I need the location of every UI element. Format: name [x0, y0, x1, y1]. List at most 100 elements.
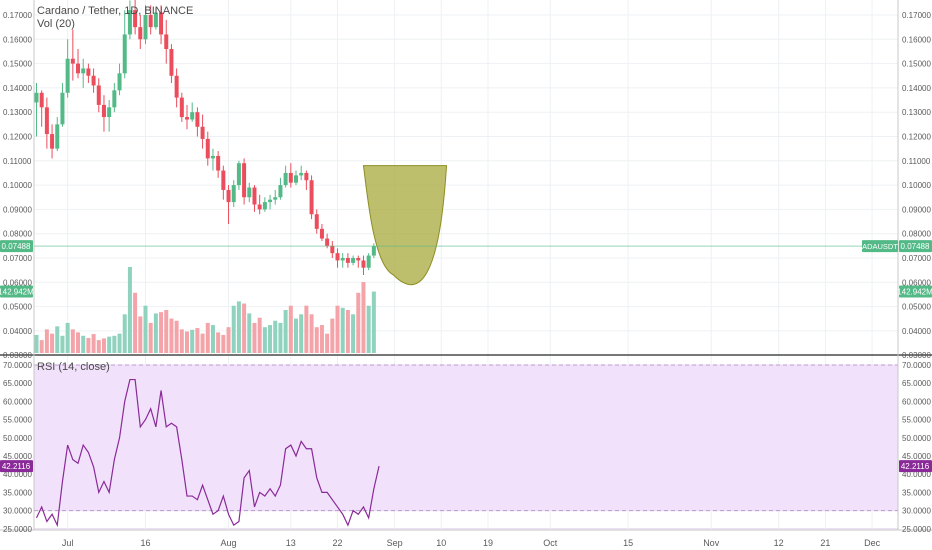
volume-bar: [319, 325, 324, 353]
rsi-axis-label-right: 55.0000: [902, 416, 931, 425]
svg-text:142.942M: 142.942M: [0, 288, 34, 297]
rsi-axis-label-right: 30.0000: [902, 507, 931, 516]
symbol-tag: ADAUSDT: [862, 240, 898, 253]
volume-bar: [81, 335, 86, 353]
candle-body: [319, 228, 324, 239]
volume-bar: [221, 334, 226, 353]
price-axis-label-left: 0.09000: [3, 205, 32, 214]
rsi-indicator-label[interactable]: RSI (14, close): [37, 361, 110, 373]
volume-bar: [205, 322, 210, 353]
axis-labels: 0.17000 0.17000 0.16000 0.16000 0.15000 0.150…: [3, 11, 931, 548]
candle-body: [361, 260, 366, 268]
candle-body: [314, 214, 319, 229]
volume-bar: [117, 333, 122, 353]
volume-indicator-label[interactable]: Vol (20): [37, 18, 75, 30]
volume-bar: [133, 292, 138, 353]
volume-bar: [76, 332, 81, 353]
time-axis-label: Jul: [62, 538, 74, 548]
time-axis-label: 21: [820, 538, 830, 548]
rsi-axis-label-left: 30.0000: [3, 507, 32, 516]
candle-body: [55, 124, 60, 149]
candle-body: [101, 104, 106, 118]
volume-bar: [39, 340, 44, 353]
last-price-tag-left: 0.07488: [0, 240, 33, 253]
volume-bar: [101, 338, 106, 353]
candle-body: [299, 172, 304, 176]
time-axis-label: 12: [774, 538, 784, 548]
volume-bar: [153, 313, 158, 353]
volume-bar: [86, 337, 91, 353]
time-axis-label: 16: [140, 538, 150, 548]
candle-body: [340, 258, 345, 261]
candle-body: [148, 15, 153, 28]
candle-body: [185, 117, 190, 120]
candle-body: [252, 187, 257, 205]
candle-body: [273, 197, 278, 200]
volume-bars: [34, 267, 376, 353]
volume-bar: [345, 310, 350, 353]
rsi-axis-label-right: 25.0000: [902, 525, 931, 534]
candle-body: [117, 73, 122, 91]
price-axis-label-right: 0.17000: [902, 11, 931, 20]
candle-body: [325, 238, 330, 246]
rsi-axis-label-left: 40.0000: [3, 470, 32, 479]
price-axis-label-left: 0.13000: [3, 108, 32, 117]
volume-tag-left: 142.942M: [0, 285, 34, 298]
price-axis-label-right: 0.16000: [902, 35, 931, 44]
candle-body: [236, 163, 241, 186]
candle-body: [112, 90, 117, 108]
candle-body: [34, 92, 39, 103]
rsi-axis-label-left: 25.0000: [3, 525, 32, 534]
volume-tag-right: 142.942M: [897, 285, 932, 298]
volume-bar: [60, 335, 65, 353]
volume-bar: [242, 303, 247, 353]
last-price-tag-right: 0.07488: [899, 240, 932, 253]
candle-body: [309, 180, 314, 215]
volume-bar: [314, 327, 319, 353]
candle-body: [86, 68, 91, 76]
candle-body: [226, 189, 231, 203]
volume-bar: [107, 336, 112, 353]
volume-bar: [65, 322, 70, 353]
candle-body: [190, 112, 195, 120]
price-axis-label-left: 0.04000: [3, 327, 32, 336]
volume-bar: [138, 316, 143, 353]
rsi-line: [35, 378, 380, 528]
time-axis-label: 22: [333, 538, 343, 548]
price-axis-label-right: 0.03000: [902, 351, 931, 360]
candle-body: [44, 107, 49, 135]
price-axis-label-right: 0.14000: [902, 84, 931, 93]
volume-bar: [159, 312, 164, 353]
symbol-title[interactable]: Cardano / Tether, 1D, BINANCE: [37, 5, 194, 17]
rsi-axis-label-right: 65.0000: [902, 379, 931, 388]
volume-bar: [236, 301, 241, 353]
candle-body: [231, 185, 236, 203]
time-axis-label: Aug: [221, 538, 237, 548]
candle-body: [133, 10, 138, 28]
volume-bar: [366, 305, 371, 353]
price-axis-label-right: 0.06000: [902, 278, 931, 287]
candle-body: [195, 112, 200, 127]
volume-bar: [231, 305, 236, 353]
time-axis-label: 10: [436, 538, 446, 548]
volume-bar: [210, 325, 215, 353]
volume-bar: [216, 332, 221, 353]
volume-bar: [330, 318, 335, 353]
price-axis-label-right: 0.15000: [902, 60, 931, 69]
candle-body: [81, 68, 86, 74]
volume-bar: [122, 314, 127, 353]
candle-body: [335, 253, 340, 261]
candle-body: [169, 49, 174, 76]
volume-bar: [143, 305, 148, 353]
candle-body: [65, 58, 70, 93]
price-axis-label-right: 0.07000: [902, 254, 931, 263]
volume-bar: [283, 310, 288, 353]
price-axis-label-left: 0.12000: [3, 133, 32, 142]
volume-bar: [299, 314, 304, 353]
candle-body: [164, 34, 169, 50]
volume-bar: [361, 282, 366, 353]
price-axis-label-right: 0.11000: [902, 157, 931, 166]
candle-body: [159, 12, 164, 35]
candle-body: [278, 185, 283, 198]
